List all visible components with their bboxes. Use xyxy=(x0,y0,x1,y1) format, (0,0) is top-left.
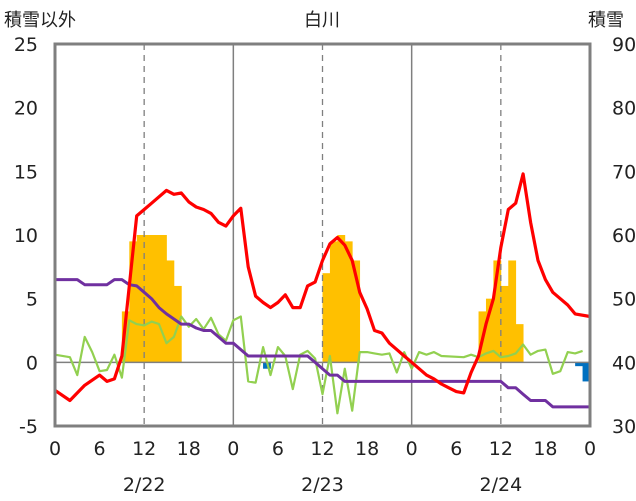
x-tick-label: 18 xyxy=(177,438,201,460)
orange-bar xyxy=(515,324,524,363)
plot-frame xyxy=(53,42,592,428)
left-tick-label: 0 xyxy=(26,352,38,374)
blue-bar xyxy=(582,362,591,382)
x-tick-label: 0 xyxy=(227,438,239,460)
right-axis-label: 積雪 xyxy=(588,10,624,31)
orange-bar xyxy=(129,241,138,363)
right-tick-label: 70 xyxy=(612,161,636,183)
x-tick-label: 18 xyxy=(533,438,557,460)
orange-bar xyxy=(166,260,175,363)
right-tick-label: 40 xyxy=(612,352,636,374)
orange-bar xyxy=(144,235,152,363)
orange-bar xyxy=(485,298,494,363)
date-label: 2/23 xyxy=(301,474,344,496)
left-tick-label: 25 xyxy=(14,34,38,56)
right-tick-label: 30 xyxy=(612,416,636,438)
date-label: 2/24 xyxy=(479,474,522,496)
left-tick-label: 15 xyxy=(14,161,38,183)
orange-bar xyxy=(159,235,167,363)
date-label: 2/22 xyxy=(123,474,166,496)
x-tick-label: 0 xyxy=(406,438,418,460)
frame-layer xyxy=(53,42,592,428)
x-tick-label: 12 xyxy=(132,438,156,460)
orange-bar xyxy=(322,273,331,363)
left-axis-label: 積雪以外 xyxy=(4,10,76,31)
right-tick-label: 80 xyxy=(612,98,636,120)
left-tick-label: -5 xyxy=(19,416,38,438)
chart-title: 白川 xyxy=(304,10,340,31)
lines-layer xyxy=(54,172,591,415)
orange-bar xyxy=(329,241,338,363)
x-tick-label: 6 xyxy=(272,438,284,460)
x-tick-label: 6 xyxy=(450,438,462,460)
left-tick-label: 20 xyxy=(14,98,38,120)
orange-bar xyxy=(121,311,130,363)
x-tick-label: 12 xyxy=(310,438,334,460)
left-tick-label: 10 xyxy=(14,225,38,247)
orange-bar xyxy=(493,260,502,363)
orange-bar xyxy=(136,235,145,363)
orange-bar xyxy=(337,235,346,363)
left-tick-label: 5 xyxy=(26,289,38,311)
orange-bar xyxy=(344,241,353,363)
green-line xyxy=(54,315,583,415)
x-tick-label: 12 xyxy=(489,438,513,460)
orange-bar xyxy=(508,260,517,363)
orange-bar xyxy=(500,285,509,363)
orange-bar xyxy=(151,235,160,363)
x-tick-label: 18 xyxy=(355,438,379,460)
x-tick-label: 6 xyxy=(94,438,106,460)
right-tick-label: 60 xyxy=(612,225,636,247)
blue-bar xyxy=(575,362,583,367)
right-tick-label: 50 xyxy=(612,289,636,311)
x-tick-label: 0 xyxy=(584,438,596,460)
right-tick-label: 90 xyxy=(612,34,636,56)
x-tick-label: 0 xyxy=(49,438,61,460)
orange-bar xyxy=(352,260,361,363)
red-line xyxy=(54,172,591,403)
bars-layer xyxy=(121,235,591,382)
